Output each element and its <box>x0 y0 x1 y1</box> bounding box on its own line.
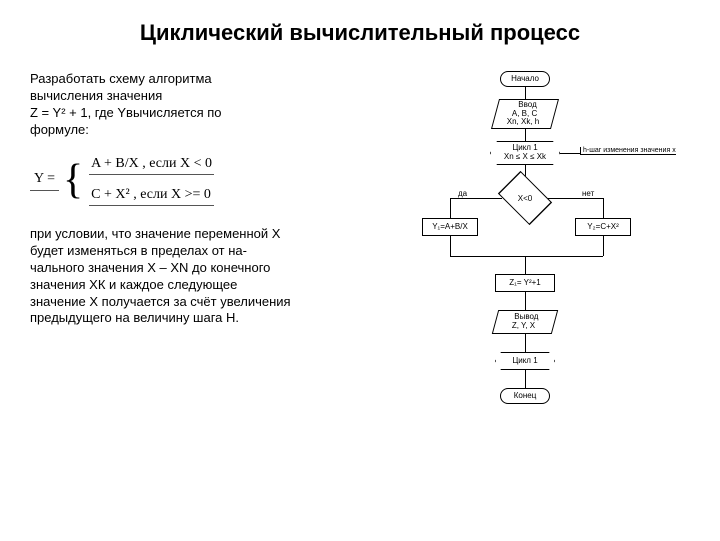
connector <box>603 198 604 218</box>
content-row: Разработать схему алгоритма вычисления з… <box>30 71 690 541</box>
connector <box>525 370 526 388</box>
page-title: Циклический вычислительный процесс <box>30 20 690 46</box>
node-output: Вывод Z, Y, X <box>492 310 558 334</box>
cond-l6: предыдущего на величину шага H. <box>30 310 340 327</box>
formula-cases: A + B/X , если X < 0 C + X² , если X >= … <box>89 154 214 206</box>
task-l1: Разработать схему алгоритма <box>30 71 340 88</box>
label-yes: да <box>458 189 467 198</box>
formula-case2: C + X² , если X >= 0 <box>89 185 214 206</box>
connector <box>548 198 603 199</box>
task-l2: вычисления значения <box>30 88 340 105</box>
connector <box>525 334 526 352</box>
start-label: Начало <box>511 75 539 84</box>
cond-l4: значения ХК и каждое следующее <box>30 277 340 294</box>
annotation-h: h-шаг изменения значения x <box>580 147 676 155</box>
flowchart: Начало Ввод A, B, C Xn, Xk, h Цикл 1 Xn … <box>360 71 690 541</box>
output-l2: Z, Y, X <box>512 322 535 331</box>
connector <box>603 236 604 256</box>
task-text: Разработать схему алгоритма вычисления з… <box>30 71 340 139</box>
connector <box>450 256 525 257</box>
cond-l3: чального значения Х – XN до конечного <box>30 260 340 277</box>
decision-label: X<0 <box>518 194 532 203</box>
node-proc-z: Z₁= Y²+1 <box>495 274 555 292</box>
node-decision: X<0 <box>500 183 550 213</box>
task-l4: формуле: <box>30 122 340 139</box>
loop-l2: Xn ≤ X ≤ Xk <box>504 153 546 162</box>
formula-lhs: Y = <box>30 168 59 191</box>
node-loop-start: Цикл 1 Xn ≤ X ≤ Xk <box>490 141 560 165</box>
cond-l1: при условии, что значение переменной Х <box>30 226 340 243</box>
loop-end-label: Цикл 1 <box>512 357 537 366</box>
condition-text: при условии, что значение переменной Х б… <box>30 226 340 327</box>
connector <box>525 129 526 141</box>
connector <box>450 198 451 218</box>
connector <box>525 292 526 310</box>
node-proc-y2: Y₂=C+X² <box>575 218 631 236</box>
connector <box>525 87 526 99</box>
node-end: Конец <box>500 388 550 404</box>
task-l3: Z = Y² + 1, где Yвычисляется по <box>30 105 340 122</box>
cond-l2: будет изменяться в пределах от на- <box>30 243 340 260</box>
connector <box>525 256 603 257</box>
node-loop-end: Цикл 1 <box>495 352 555 370</box>
cond-l5: значение Х получается за счёт увеличения <box>30 294 340 311</box>
description-column: Разработать схему алгоритма вычисления з… <box>30 71 340 541</box>
connector <box>450 198 502 199</box>
formula-case1: A + B/X , если X < 0 <box>89 154 214 175</box>
proc-y1-label: Y₁=A+B/X <box>432 223 468 232</box>
label-no: нет <box>582 189 594 198</box>
proc-y2-label: Y₂=C+X² <box>587 223 619 232</box>
connector <box>525 256 526 274</box>
formula-block: Y = { A + B/X , если X < 0 C + X² , если… <box>30 154 340 206</box>
node-input: Ввод A, B, C Xn, Xk, h <box>491 99 559 129</box>
end-label: Конец <box>514 392 537 401</box>
input-l3: Xn, Xk, h <box>506 118 538 127</box>
node-start: Начало <box>500 71 550 87</box>
connector <box>560 153 580 154</box>
node-proc-y1: Y₁=A+B/X <box>422 218 478 236</box>
brace-icon: { <box>63 161 83 199</box>
proc-z-label: Z₁= Y²+1 <box>509 279 540 288</box>
connector <box>450 236 451 256</box>
